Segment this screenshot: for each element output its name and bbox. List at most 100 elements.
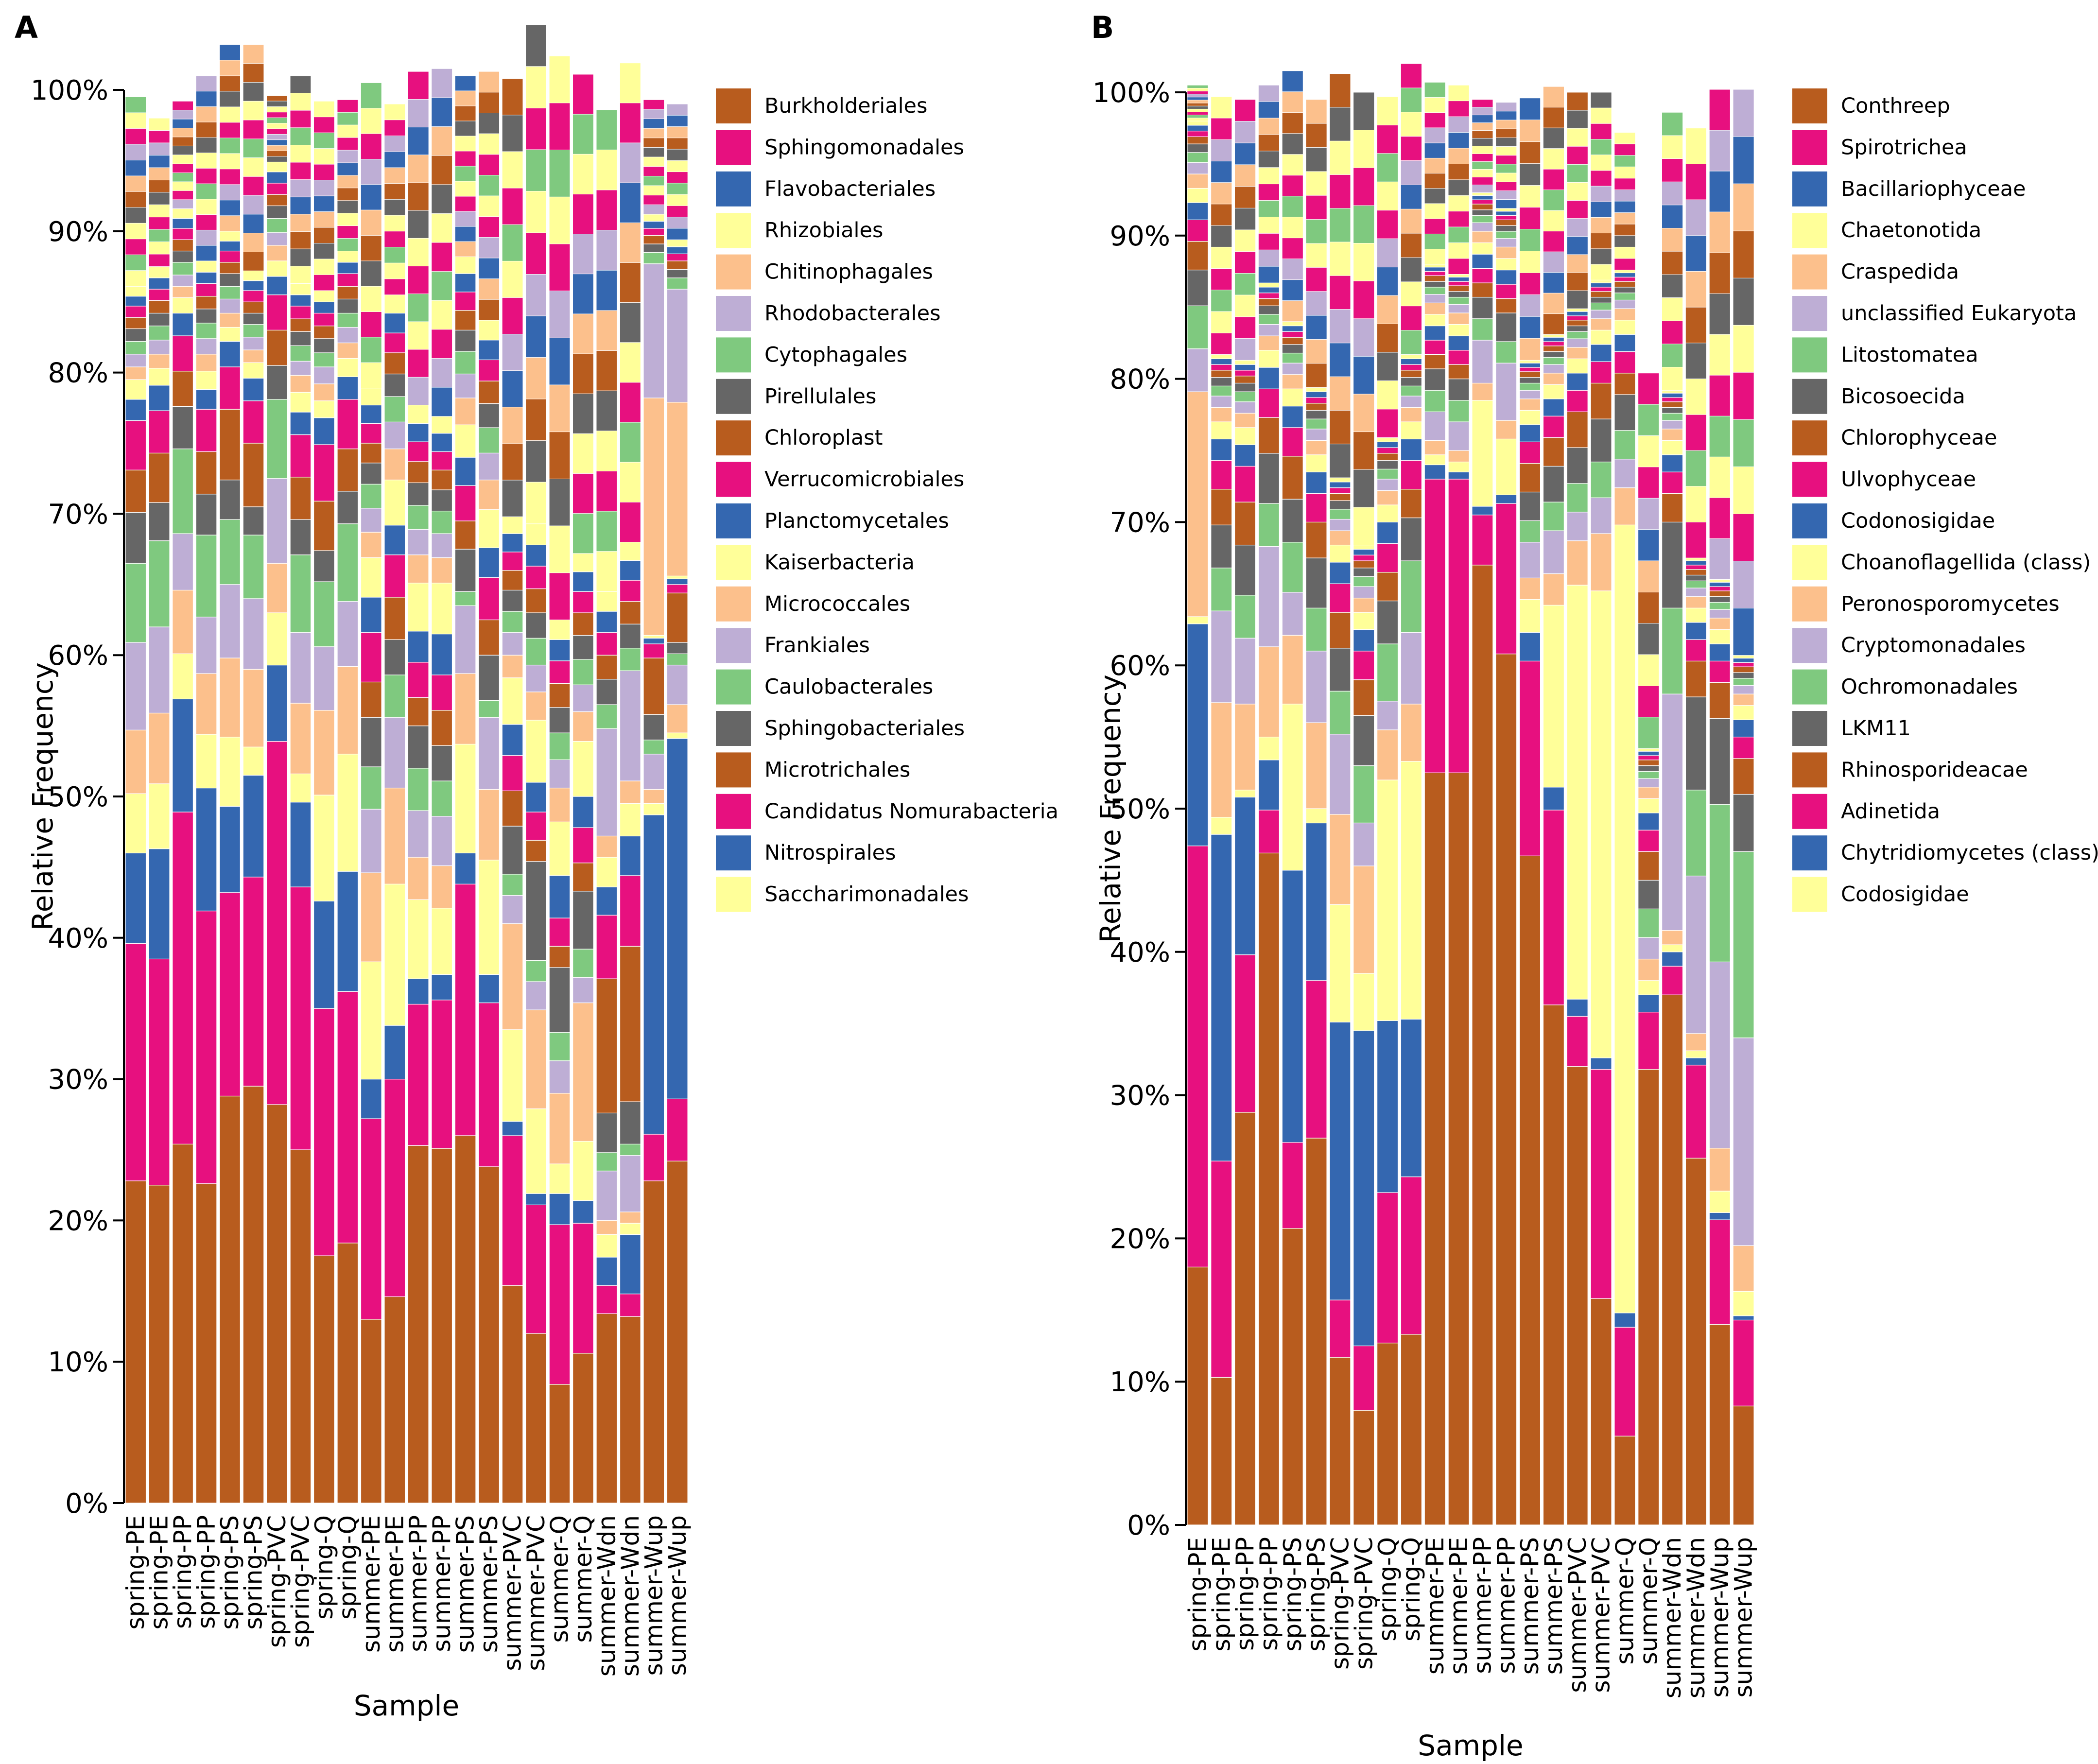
bar-segment-other: [1424, 97, 1446, 113]
bar-segment-choanoflagellida-class: [1495, 258, 1517, 271]
bar-segment-other: [243, 138, 264, 158]
bar-segment-other: [1566, 92, 1588, 111]
bar-segment-spirotrichea: [1424, 479, 1446, 773]
bar-segment-other: [290, 93, 312, 111]
bar-segment-other: [620, 222, 641, 263]
bar-segment-verrucomicrobiales: [572, 827, 594, 864]
bar-segment-other: [667, 138, 688, 150]
bar-segment-other: [1234, 316, 1256, 339]
bar-segment-bacillariophyceae: [1400, 1019, 1422, 1177]
bar-segment-other: [1566, 164, 1588, 183]
bar-segment-litostomatea: [1590, 461, 1612, 498]
bar-segment-craspedida: [1495, 420, 1517, 440]
legend-swatch-planctomycetales: [716, 503, 751, 538]
bar-segment-other: [1733, 608, 1754, 656]
bar-segment-other: [478, 278, 500, 300]
bar-segment-rhizobiales: [666, 732, 688, 739]
bar-segment-other: [1258, 200, 1280, 217]
panel-b-label: B: [1091, 10, 1114, 45]
bar-segment-chitinophagales: [266, 563, 288, 613]
bar-segment-codonosigidae: [1353, 629, 1375, 652]
bar-segment-choanoflagellida-class: [1234, 427, 1256, 445]
bar-segment-codosigidae: [1495, 208, 1517, 212]
bar-segment-other: [1282, 279, 1303, 301]
bar-segment-chaetonotida: [1662, 944, 1683, 952]
legend-label-microtrichales: Microtrichales: [764, 758, 910, 782]
bar-segment-other: [478, 133, 500, 155]
bar-segment-cryptomonadales: [1495, 238, 1517, 247]
bar-segment-peronosporomycetes: [1448, 312, 1470, 325]
bar-segment-bacillariophyceae: [1329, 1021, 1351, 1300]
bar-segment-kaiserbacteria: [502, 677, 523, 725]
bar-segment-other: [525, 107, 547, 150]
bar-segment-other: [1353, 167, 1375, 206]
bar-segment-other: [502, 224, 523, 261]
bar-segment-ochromonadales: [1329, 509, 1351, 520]
bar-segment-chlorophyceae: [1685, 660, 1707, 697]
bar-segment-verrucomicrobiales: [290, 434, 312, 478]
bar-segment-other: [1234, 251, 1256, 274]
bar-segment-chloroplast: [384, 597, 406, 640]
bar-segment-other: [195, 245, 217, 261]
bar-segment-chitinophagales: [290, 703, 312, 775]
bar-segment-caulobacterales: [619, 648, 641, 671]
bar-segment-bacillariophyceae: [1709, 1212, 1731, 1220]
legend-label-bacillariophyceae: Bacillariophyceae: [1841, 177, 2026, 201]
bar-segment-other: [1590, 186, 1612, 202]
bar-segment-other: [384, 215, 405, 232]
legend-swatch-nitrospirales: [716, 835, 751, 871]
bar-segment-cytophagales: [666, 653, 688, 666]
bar-segment-other: [290, 248, 312, 267]
bar-segment-craspedida: [1685, 1033, 1707, 1051]
bar-segment-other: [454, 90, 476, 106]
bar-segment-codosigidae: [1377, 437, 1399, 442]
x-tick-label: spring-PP: [192, 1515, 221, 1629]
bar-segment-rhinosporideacae: [1282, 337, 1303, 345]
bar-segment-nitrospirales: [572, 571, 594, 592]
bar-segment-chitinophagales: [360, 872, 382, 962]
bar-segment-other: [667, 206, 688, 218]
x-tick-label: spring-Q: [1397, 1537, 1425, 1642]
bar-segment-saccharimonadales: [148, 266, 170, 278]
bar-segment-other: [1282, 91, 1303, 113]
bar-segment-other: [172, 163, 193, 173]
bar-segment-other: [1638, 404, 1660, 436]
bar-segment-other: [502, 151, 523, 189]
legend-swatch-craspedida: [1792, 254, 1827, 290]
bar-segment-ulvophyceae: [1187, 219, 1209, 242]
bar-segment-ulvophyceae: [1282, 427, 1303, 457]
bar-segment-microtrichales: [478, 380, 500, 404]
bar-segment-other: [1614, 166, 1636, 179]
bar-segment-choanoflagellida-class: [1709, 629, 1731, 644]
bar-segment-candidatus-nomurabacteria: [643, 228, 665, 236]
bar-segment-chytridiomycetes-class: [1282, 325, 1303, 332]
bar-segment-chitinophagales: [596, 1220, 618, 1235]
bar-segment-verrucomicrobiales: [243, 400, 264, 444]
bar-segment-other: [1733, 561, 1754, 608]
bar-segment-sphingobacteriales: [219, 273, 241, 287]
bar-segment-nitrospirales: [502, 533, 523, 553]
bar-segment-other: [549, 55, 571, 104]
bar-segment-frankiales: [384, 421, 406, 450]
bar-segment-litostomatea: [1377, 643, 1399, 702]
bar-segment-other: [1495, 146, 1517, 156]
bar-segment-unclassified-eukaryota: [1543, 530, 1564, 574]
bar-segment-other: [1424, 233, 1446, 249]
bar-segment-kaiserbacteria: [266, 260, 288, 277]
bar-segment-other: [667, 104, 688, 116]
bar-segment-other: [454, 121, 476, 137]
bar-segment-spirotrichea: [1519, 660, 1541, 856]
bar-segment-codosigidae: [1614, 269, 1636, 274]
bar-segment-other: [478, 92, 500, 113]
bar-segment-chaetonotida: [1258, 736, 1280, 761]
x-tick-label: spring-PS: [1279, 1537, 1307, 1652]
bar-segment-micrococcales: [619, 780, 641, 804]
bar-segment-other: [1638, 373, 1660, 405]
bar-segment-other: [1590, 107, 1612, 124]
bar-segment-bacillariophyceae: [1353, 1030, 1375, 1347]
legend-label-chlorophyceae: Chlorophyceae: [1841, 426, 1997, 450]
bar-segment-frankiales: [502, 632, 523, 656]
bar-segment-other: [1472, 154, 1493, 162]
bar-segment-other: [1401, 257, 1422, 282]
bar-segment-adinetida: [1187, 131, 1209, 137]
